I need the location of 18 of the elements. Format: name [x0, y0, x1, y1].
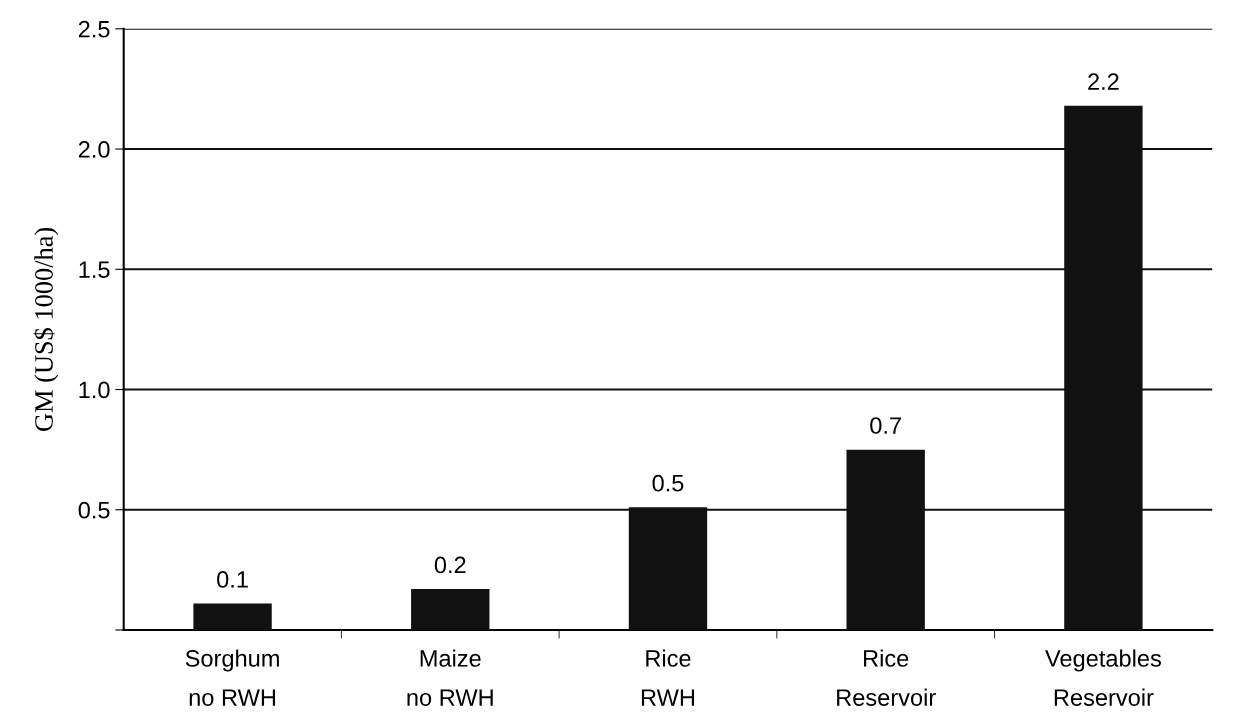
y-tick-label: 1.5 [79, 261, 110, 279]
y-tick-label: 0.5 [78, 501, 110, 519]
y-tick-label: 1.0 [79, 381, 110, 399]
data-label: 2.2 [1088, 73, 1119, 90]
x-tick-label: Sorghum no RWH [185, 649, 279, 706]
bar [411, 589, 490, 630]
data-label: 0.2 [434, 556, 466, 574]
x-tick-label: Vegetables Reservoir [1045, 649, 1161, 706]
bar [193, 603, 272, 630]
y-tick-label: 2.0 [78, 141, 110, 158]
data-label: 0.5 [652, 474, 684, 492]
data-label: 0.1 [217, 571, 248, 588]
data-label: 0.7 [870, 417, 901, 434]
y-axis-title: GM (US$ 1000/ha) [33, 227, 59, 431]
x-tick-label: Rice Reservoir [837, 649, 936, 706]
x-tick-label: Rice RWH [641, 649, 695, 706]
x-tick-label: Maize no RWH [407, 649, 493, 706]
y-tick-label: 2.5 [78, 20, 110, 38]
